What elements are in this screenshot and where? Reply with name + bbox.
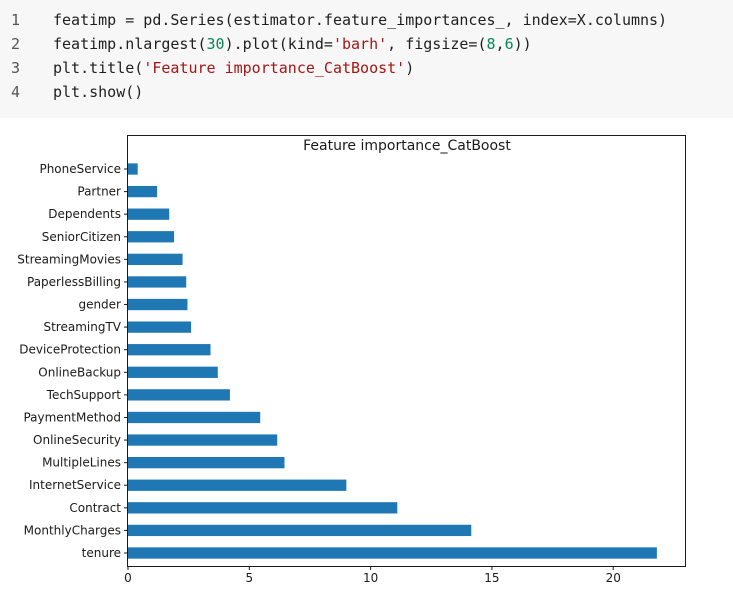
y-tick-label: Contract xyxy=(69,501,121,515)
bar-OnlineSecurity xyxy=(128,434,278,446)
code-token: 30 xyxy=(206,35,225,53)
bar-Contract xyxy=(128,502,398,514)
bar-PhoneService xyxy=(128,163,138,175)
y-tick-label: PhoneService xyxy=(39,162,121,176)
code-token: , figsize=( xyxy=(387,35,487,53)
line-number: 4 xyxy=(11,83,21,101)
bar-MultipleLines xyxy=(128,457,285,469)
line-number: 1 xyxy=(11,11,21,29)
y-tick-label: SeniorCitizen xyxy=(42,230,121,244)
y-tick-label: MultipleLines xyxy=(42,456,121,470)
y-tick-label: Partner xyxy=(77,185,121,199)
x-tick-label: 0 xyxy=(124,571,132,585)
bar-MonthlyCharges xyxy=(128,524,472,537)
bar-PaymentMethod xyxy=(128,411,261,424)
y-tick-label: StreamingTV xyxy=(43,320,121,334)
y-tick-label: OnlineBackup xyxy=(38,365,121,379)
bar-Partner xyxy=(128,185,158,198)
bar-PaperlessBilling xyxy=(128,276,187,288)
y-tick-label: MonthlyCharges xyxy=(24,523,121,537)
chart-title: Feature importance_CatBoost xyxy=(303,138,511,154)
plot-frame xyxy=(127,135,686,567)
bar-SeniorCitizen xyxy=(128,231,175,243)
line-code[interactable]: plt.show() xyxy=(53,80,143,104)
x-tick-label: 15 xyxy=(484,571,499,585)
code-token: 'barh' xyxy=(332,35,388,53)
code-token: , xyxy=(495,35,505,53)
y-tick-label: TechSupport xyxy=(46,388,122,402)
bar-tenure xyxy=(128,547,657,559)
y-tick-label: StreamingMovies xyxy=(17,252,121,266)
code-token: ) xyxy=(405,59,415,77)
y-axis-ticks: PhoneService Partner Dependents SeniorCitiz… xyxy=(17,162,128,560)
y-tick-label: InternetService xyxy=(29,478,121,492)
code-token: ).plot(kind= xyxy=(224,35,333,53)
y-tick-label: Dependents xyxy=(48,207,121,221)
bar-StreamingMovies xyxy=(128,253,183,265)
code-cell[interactable]: 1 featimp = pd.Series(estimator.feature_i… xyxy=(0,0,733,118)
bars-layer xyxy=(128,163,657,559)
x-tick-label: 10 xyxy=(363,571,378,585)
code-token: plt.show() xyxy=(53,83,144,101)
y-tick-label: DeviceProtection xyxy=(19,343,121,357)
line-code[interactable]: featimp = pd.Series(estimator.feature_im… xyxy=(53,8,667,32)
code-token: featimp = pd.Series(estimator.feature_im… xyxy=(53,11,668,29)
line-code[interactable]: plt.title('Feature importance_CatBoost') xyxy=(53,56,414,80)
bar-gender xyxy=(128,298,188,311)
y-tick-label: PaperlessBilling xyxy=(27,275,121,289)
x-tick-label: 20 xyxy=(606,571,621,585)
cell-output: Feature importance_CatBoost PhoneService… xyxy=(0,124,733,593)
x-axis-ticks: 0 5 10 15 20 xyxy=(124,566,621,585)
line-number: 3 xyxy=(11,59,21,77)
line-code[interactable]: featimp.nlargest(30).plot(kind='barh', f… xyxy=(53,32,532,56)
y-tick-label: gender xyxy=(78,298,121,312)
bar-DeviceProtection xyxy=(128,344,211,356)
code-token: 6 xyxy=(504,35,514,53)
y-tick-label: tenure xyxy=(82,546,121,560)
code-token: 'Feature importance_CatBoost' xyxy=(143,59,406,77)
code-token: featimp.nlargest( xyxy=(53,35,207,53)
x-tick-label: 5 xyxy=(245,571,253,585)
y-tick-label: OnlineSecurity xyxy=(33,433,121,447)
bar-TechSupport xyxy=(128,389,230,401)
bar-Dependents xyxy=(128,208,170,220)
bar-OnlineBackup xyxy=(128,366,218,378)
code-token: plt.title( xyxy=(53,59,144,77)
bar-StreamingTV xyxy=(128,321,192,333)
code-token: 8 xyxy=(486,35,496,53)
feature-importance-chart: Feature importance_CatBoost PhoneService… xyxy=(17,135,686,585)
line-number: 2 xyxy=(11,35,21,53)
bar-InternetService xyxy=(128,479,347,491)
code-token: )) xyxy=(513,35,532,53)
y-tick-label: PaymentMethod xyxy=(23,410,121,424)
